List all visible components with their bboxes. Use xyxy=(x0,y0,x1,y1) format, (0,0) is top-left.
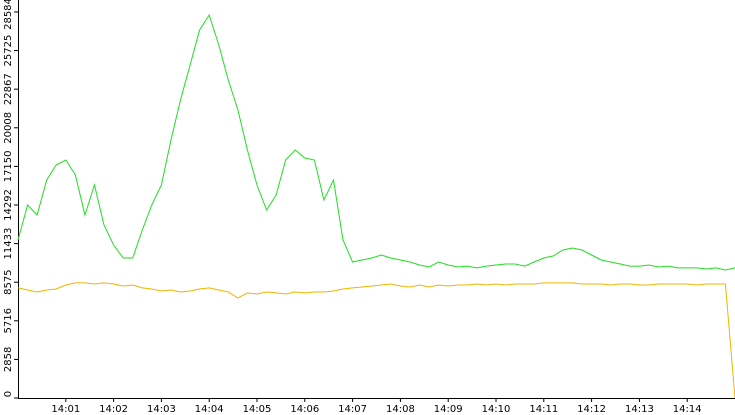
series-line xyxy=(17,13,735,271)
x-tick-label: 14:05 xyxy=(243,404,272,415)
y-tick-label: 14292 xyxy=(3,189,14,221)
y-tick-label: 5716 xyxy=(3,308,14,333)
y-tick-label: 28584 xyxy=(3,0,14,30)
x-tick-label: 14:13 xyxy=(625,404,654,415)
x-tick-label: 14:06 xyxy=(290,404,319,415)
x-tick-label: 14:12 xyxy=(577,404,606,415)
x-tick-label: 14:09 xyxy=(434,404,463,415)
y-tick-label: 0 xyxy=(3,391,14,397)
y-tick-label: 22867 xyxy=(3,73,14,105)
x-tick-label: 14:08 xyxy=(386,404,415,415)
y-tick-label: 25725 xyxy=(3,35,14,67)
x-tick-label: 14:11 xyxy=(529,404,558,415)
y-tick-label: 2858 xyxy=(3,347,14,372)
x-tick-label: 14:07 xyxy=(338,404,367,415)
y-tick-label: 20008 xyxy=(3,112,14,144)
x-tick-label: 14:02 xyxy=(99,404,128,415)
y-tick-label: 11433 xyxy=(3,228,14,260)
x-tick-label: 14:04 xyxy=(195,404,224,415)
x-tick-label: 14:10 xyxy=(482,404,511,415)
x-tick-label: 14:01 xyxy=(51,404,80,415)
y-tick-label: 8575 xyxy=(3,269,14,294)
y-tick-label: 17150 xyxy=(3,150,14,182)
x-tick-label: 14:03 xyxy=(147,404,176,415)
series-line xyxy=(17,282,735,399)
x-tick-label: 14:14 xyxy=(673,404,702,415)
